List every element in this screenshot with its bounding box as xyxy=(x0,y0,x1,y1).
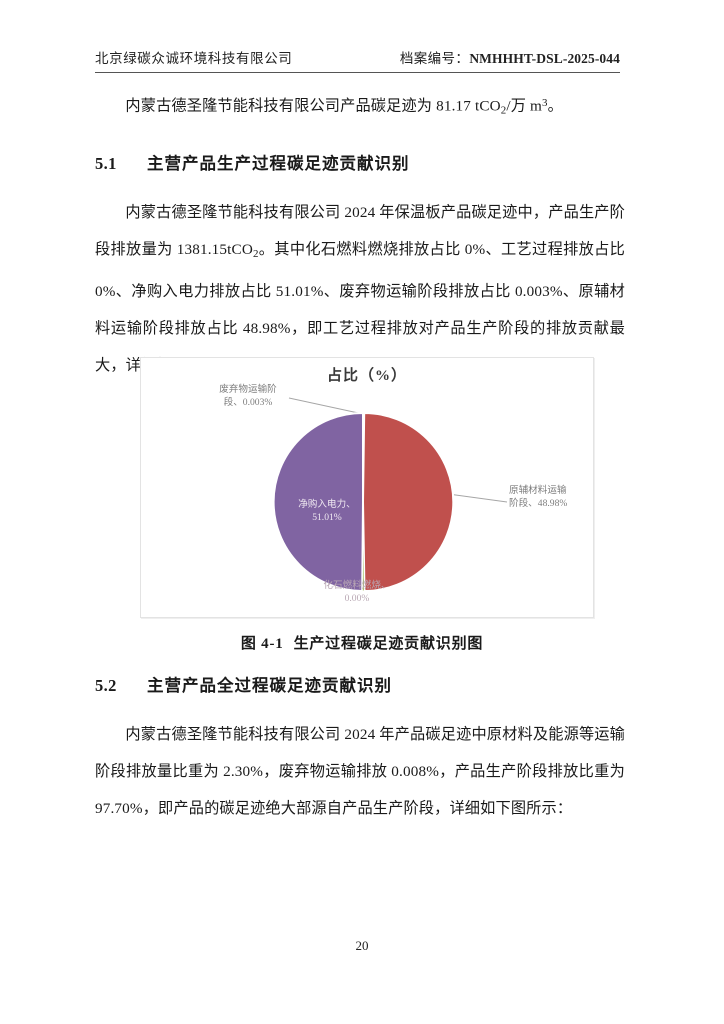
pie-label-raw-material-transport: 原辅材料运输 阶段、48.98% xyxy=(509,485,568,509)
chart-title: 占比（%） xyxy=(326,368,407,384)
section-5-1-paragraph: 内蒙古德圣隆节能科技有限公司 2024 年保温板产品碳足迹中，产品生产阶段排放量… xyxy=(95,194,625,384)
section-5-2-paragraph: 内蒙古德圣隆节能科技有限公司 2024 年产品碳足迹中原材料及能源等运输阶段排放… xyxy=(95,726,625,817)
pie-chart-figure: 占比（%） 废弃物运输阶 段、0.003% 原辅材料运输 阶段、48.98% 净… xyxy=(140,357,594,618)
pie-label-waste-transport: 废弃物运输阶 段、0.003% xyxy=(219,384,277,408)
header-archive-number: 档案编号：NMHHHT-DSL-2025-044 xyxy=(400,47,620,67)
section-title-5-1: 主营产品生产过程碳足迹贡献识别 xyxy=(147,153,410,173)
pie-chart-graphic xyxy=(272,397,508,593)
page-header: 北京绿碳众诚环境科技有限公司 档案编号：NMHHHT-DSL-2025-044 xyxy=(95,47,620,73)
pie-slice-fossil-fuel-combustion xyxy=(361,501,366,592)
intro-text-mid: /万 m xyxy=(506,97,542,115)
section-number-5-1: 5.1 xyxy=(95,153,117,173)
pie-slice-raw-material-transport xyxy=(361,411,455,593)
section-heading-5-1: 5.1 主营产品生产过程碳足迹贡献识别 xyxy=(95,146,625,182)
section-heading-5-2: 5.2 主营产品全过程碳足迹贡献识别 xyxy=(95,668,625,704)
pie-slice-net-purchased-electricity xyxy=(272,411,364,593)
intro-paragraph: 内蒙古德圣隆节能科技有限公司产品碳足迹为 81.17 tCO2/万 m3。 xyxy=(95,85,625,130)
intro-superscript: 3 xyxy=(541,97,548,109)
section-number-5-2: 5.2 xyxy=(95,676,117,695)
page-footer: 20 xyxy=(0,938,724,954)
leader-line-waste xyxy=(288,397,364,415)
figure-caption: 图 4-1 生产过程碳足迹贡献识别图 xyxy=(0,632,724,653)
document-body-upper: 内蒙古德圣隆节能科技有限公司产品碳足迹为 81.17 tCO2/万 m3。 5.… xyxy=(95,85,625,384)
archive-value: NMHHHT-DSL-2025-044 xyxy=(469,51,620,66)
document-body-lower: 5.2 主营产品全过程碳足迹贡献识别 内蒙古德圣隆节能科技有限公司 2024 年… xyxy=(95,668,625,827)
pie-label-fossil-fuel-combustion: 化石燃料燃烧、 0.00% xyxy=(323,580,391,604)
figure-caption-text: 生产过程碳足迹贡献识别图 xyxy=(293,636,484,652)
s51-subscript: 2 xyxy=(252,247,259,260)
pie-label-net-purchased-electricity: 净购入电力、 51.01% xyxy=(298,499,356,523)
intro-text-prefix: 内蒙古德圣隆节能科技有限公司产品碳足迹为 81.17 tCO xyxy=(125,97,501,115)
page-number: 20 xyxy=(355,938,369,953)
intro-text-suffix: 。 xyxy=(547,97,563,115)
archive-label: 档案编号： xyxy=(399,51,470,66)
intro-subscript: 2 xyxy=(500,104,507,117)
s51-text-part2: 。其中化石燃料燃烧排放占比 0%、工艺过程排放占比 0%、净购入电力排放占比 5… xyxy=(95,240,626,374)
s51-text-part1: 内蒙古德圣隆节能科技有限公司 2024 年保温板产品碳足迹中，产品生产阶段排放量… xyxy=(95,203,625,258)
figure-caption-number: 图 4-1 xyxy=(240,636,284,652)
section-title-5-2: 主营产品全过程碳足迹贡献识别 xyxy=(147,676,392,695)
header-company-name: 北京绿碳众诚环境科技有限公司 xyxy=(95,51,293,66)
pie-slice-waste-transport xyxy=(362,412,365,503)
